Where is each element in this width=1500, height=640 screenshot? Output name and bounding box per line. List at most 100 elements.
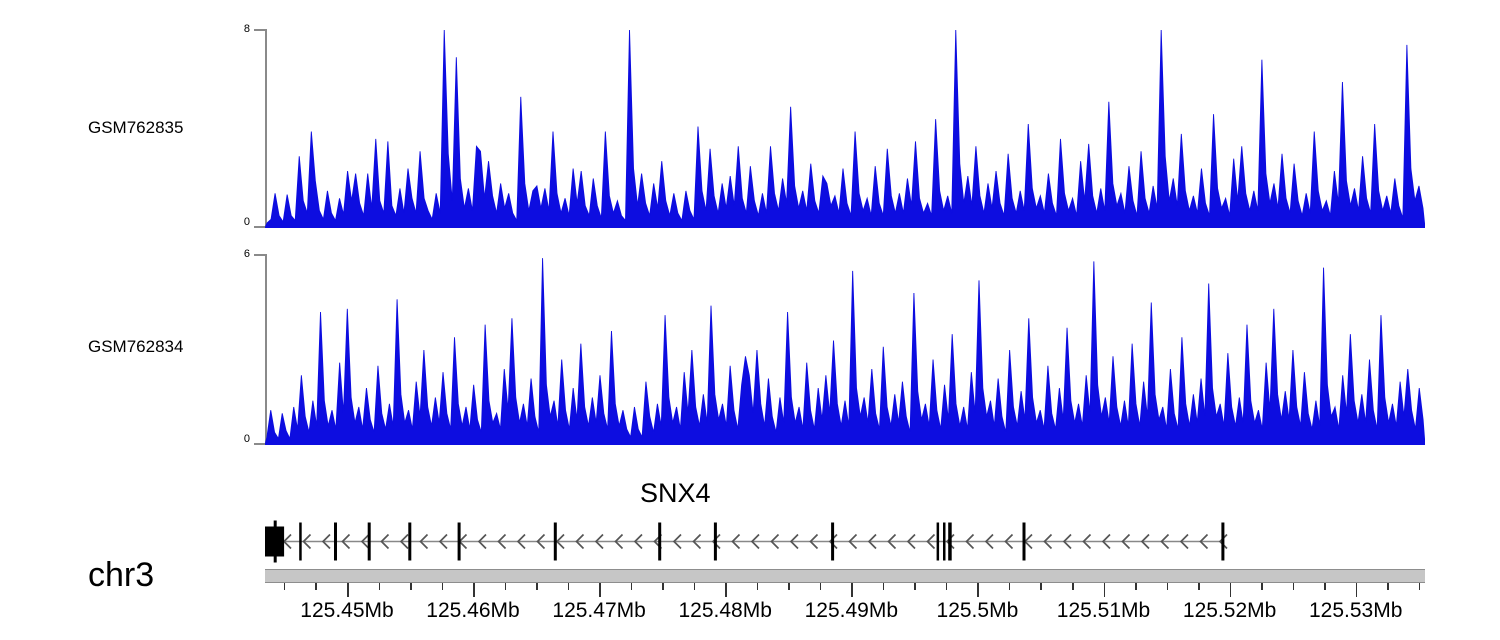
strand-arrow-icon [419, 533, 429, 550]
strand-arrow-icon [926, 533, 936, 550]
strand-arrow-icon [321, 533, 331, 550]
strand-arrow-icon [1043, 533, 1053, 550]
coverage-track-gsm762834[interactable] [264, 255, 1426, 446]
ruler-tick-label: 125.49Mb [804, 599, 898, 622]
ruler-tick-minor [283, 583, 286, 590]
ruler-tick-minor [1198, 583, 1200, 590]
strand-arrow-icon [828, 533, 838, 550]
strand-arrow-icon [770, 533, 780, 550]
strand-arrow-icon [1004, 533, 1014, 550]
ruler-tick-minor [410, 583, 412, 590]
strand-arrow-icon [984, 533, 994, 550]
ruler-tick-minor [1135, 583, 1137, 590]
gene-model-track-snx4[interactable] [265, 512, 1425, 567]
ruler-tick-minor [756, 583, 759, 590]
track-label-gsm762834: GSM762834 [88, 337, 184, 356]
ruler-tick-minor [1261, 583, 1263, 590]
strand-arrow-icon [594, 533, 604, 550]
exon-bar[interactable] [936, 522, 940, 561]
strand-arrow-icon [1082, 533, 1092, 550]
strand-arrow-icon [341, 533, 351, 550]
ruler-tick-major [725, 583, 727, 597]
genomic-coordinate-ruler: 125.45Mb 125.46Mb 125.47Mb 125.48Mb 125.49Mb… [265, 583, 1425, 640]
y-axis-spine-track-1 [265, 29, 267, 228]
strand-arrow-icon [516, 533, 526, 550]
strand-arrow-icon [555, 533, 565, 550]
ruler-tick-minor [1166, 583, 1168, 590]
y-axis-tick-bottom-track-2 [254, 443, 266, 445]
exon-bar[interactable] [299, 522, 302, 561]
strand-arrow-icon [750, 533, 760, 550]
ruler-tick-minor [1324, 583, 1326, 590]
y-axis-tick-bottom-track-1 [254, 226, 266, 228]
strand-arrow-icon [789, 533, 799, 550]
strand-arrow-icon [965, 533, 975, 550]
ruler-tick-label: 125.47Mb [552, 599, 646, 622]
ruler-tick-minor [1418, 583, 1421, 590]
y-axis-spine-track-2 [265, 254, 267, 445]
strand-arrow-icon [906, 533, 916, 550]
strand-arrow-icon [360, 533, 370, 550]
y-axis-min-label-track-1: 0 [243, 216, 250, 228]
ruler-tick-minor [504, 583, 507, 590]
strand-arrow-icon [302, 533, 312, 550]
coverage-area-plot [264, 29, 1426, 229]
strand-arrow-icon [380, 533, 390, 550]
ruler-tick-minor [441, 583, 443, 590]
exon-bar[interactable] [367, 522, 371, 561]
y-axis-max-label-track-2: 6 [243, 248, 250, 260]
ruler-tick-minor [378, 583, 380, 590]
exon-bar[interactable] [831, 522, 835, 561]
ruler-tick-major [1103, 583, 1105, 597]
ruler-tick-major [851, 583, 853, 597]
strand-arrow-icon [1179, 533, 1189, 550]
chromosome-label: chr3 [88, 556, 155, 594]
ruler-tick-minor [914, 583, 916, 590]
y-axis-track-1: 8 0 [228, 24, 270, 234]
ruler-tick-minor [662, 583, 664, 590]
ruler-tick-minor [315, 583, 317, 590]
ruler-tick-major [347, 583, 349, 597]
exon-bar[interactable] [273, 520, 277, 563]
ruler-tick-major [1229, 583, 1232, 597]
exon-bar[interactable] [658, 522, 662, 561]
coverage-area-path [264, 29, 1426, 229]
strand-arrow-icon [731, 533, 741, 550]
strand-arrow-icon [809, 533, 819, 550]
y-axis-min-label-track-2: 0 [243, 433, 250, 445]
y-axis-tick-top-track-2 [254, 254, 266, 256]
coverage-track-gsm762835[interactable] [264, 29, 1426, 229]
strand-arrow-icon [1199, 533, 1209, 550]
ruler-tick-major [977, 583, 979, 597]
strand-arrow-icon [672, 533, 682, 550]
exon-bar[interactable] [713, 522, 717, 561]
ruler-tick-minor [630, 583, 633, 590]
ruler-tick-minor [819, 583, 822, 590]
exon-bar[interactable] [553, 522, 557, 561]
gene-model-svg [265, 520, 1228, 563]
y-axis-max-label-track-1: 8 [243, 23, 250, 35]
ruler-tick-minor [1008, 583, 1011, 590]
strand-arrow-icon [1140, 533, 1150, 550]
strand-arrow-icon [1062, 533, 1072, 550]
strand-arrow-icon [692, 533, 702, 550]
exon-bar[interactable] [948, 522, 952, 561]
ruler-tick-minor [945, 583, 948, 590]
exon-bar[interactable] [457, 522, 461, 561]
strand-arrow-icon [848, 533, 858, 550]
exon-bar[interactable] [943, 522, 946, 561]
exon-bar[interactable] [1022, 522, 1026, 561]
track-label-gsm762835: GSM762835 [88, 118, 184, 137]
chromosome-ideogram-bar[interactable] [265, 569, 1425, 583]
strand-arrow-icon [887, 533, 897, 550]
exon-bar[interactable] [1221, 522, 1225, 561]
exon-bar[interactable] [334, 522, 337, 561]
ruler-tick-major [1355, 583, 1358, 597]
ruler-tick-minor [1072, 583, 1074, 590]
ruler-tick-minor [536, 583, 538, 590]
ruler-tick-minor [693, 583, 696, 590]
ruler-tick-minor [1040, 583, 1042, 590]
exon-bar[interactable] [408, 522, 412, 561]
ruler-tick-minor [882, 583, 885, 590]
